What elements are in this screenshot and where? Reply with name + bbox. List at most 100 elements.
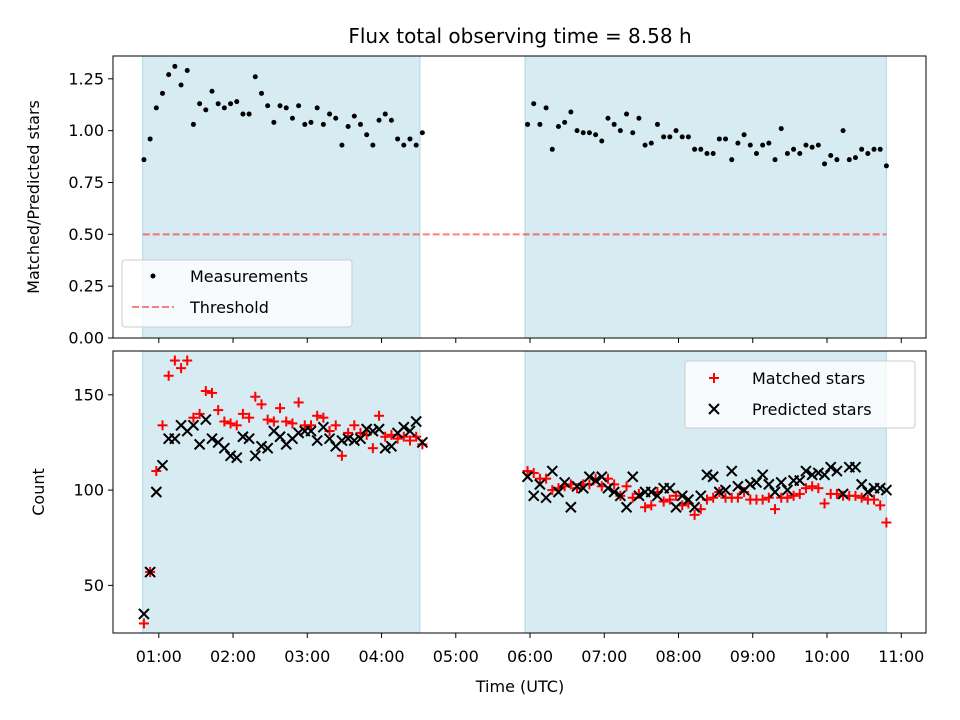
- measurement-point: [617, 128, 623, 134]
- top-x-ticks: [158, 338, 902, 343]
- matched-star-point: [287, 418, 298, 429]
- matched-star-point: [788, 490, 799, 501]
- measurement-point: [531, 101, 537, 107]
- measurement-point: [277, 103, 283, 109]
- predicted-star-point: [775, 476, 787, 489]
- measurement-point: [840, 128, 846, 134]
- measurement-point: [766, 140, 772, 146]
- predicted-star-point: [354, 432, 367, 445]
- legend-predicted-label: Predicted stars: [752, 400, 872, 419]
- matched-star-point: [807, 481, 818, 492]
- matched-star-point: [182, 355, 193, 366]
- predicted-star-point: [311, 434, 323, 447]
- measurement-point: [778, 126, 784, 132]
- predicted-star-point: [837, 488, 849, 500]
- predicted-star-point: [831, 465, 843, 477]
- predicted-star-point: [565, 501, 577, 513]
- matched-star-point: [374, 410, 385, 421]
- predicted-star-point: [862, 486, 874, 498]
- bottom-axes-frame: [112, 350, 927, 634]
- matched-star-point: [522, 466, 533, 477]
- measurement-point: [586, 130, 592, 136]
- predicted-star-point: [367, 425, 379, 437]
- measurement-point: [190, 121, 196, 127]
- top-legend: Measurements Threshold: [121, 259, 353, 328]
- measurement-point: [401, 142, 407, 148]
- y-tick-label: 0.50: [68, 225, 104, 244]
- x-tick-label: 11:00: [878, 647, 924, 666]
- matched-star-point: [293, 397, 304, 408]
- predicted-star-point: [627, 471, 639, 483]
- measurement-point: [642, 142, 648, 148]
- measurement-point: [364, 132, 370, 138]
- matched-star-point: [157, 420, 168, 431]
- measurement-point: [240, 111, 246, 117]
- predicted-star-point: [750, 476, 763, 489]
- predicted-star-point: [521, 471, 534, 483]
- predicted-star-point: [602, 482, 614, 494]
- predicted-star-point: [138, 608, 150, 620]
- x-tick-label: 07:00: [581, 647, 627, 666]
- matched-star-point: [275, 403, 286, 414]
- y-tick-label: 1.25: [68, 69, 104, 88]
- predicted-star-point: [589, 474, 602, 487]
- measurement-point: [692, 146, 698, 152]
- shaded-band-1: [142, 350, 421, 634]
- measurement-point: [871, 146, 877, 152]
- measurement-point: [741, 132, 747, 138]
- predicted-stars-series: [138, 413, 893, 620]
- x-tick-label: 06:00: [507, 647, 553, 666]
- matched-star-point: [411, 431, 422, 442]
- measurement-point: [753, 150, 759, 156]
- predicted-star-point: [726, 465, 738, 477]
- measurement-point: [339, 142, 345, 148]
- y-tick-label: 0.75: [68, 173, 104, 192]
- measurement-point: [265, 103, 271, 109]
- predicted-star-point: [552, 486, 565, 498]
- y-tick-label: 100: [73, 481, 104, 500]
- measurement-point: [357, 121, 363, 127]
- matched-star-point: [281, 416, 292, 427]
- predicted-star-point: [193, 438, 206, 451]
- measurement-point: [197, 101, 203, 107]
- measurement-point: [166, 72, 172, 78]
- matched-star-point: [757, 494, 768, 505]
- matched-star-point: [169, 355, 180, 366]
- measurement-point: [308, 119, 314, 125]
- measurement-point: [296, 103, 302, 109]
- matched-star-point: [664, 494, 675, 505]
- bottom-y-axis-label: Count: [29, 468, 48, 516]
- measurement-point: [419, 130, 425, 136]
- measurement-point: [203, 107, 209, 113]
- predicted-star-point: [323, 432, 336, 445]
- matched-star-point: [646, 500, 657, 511]
- measurement-point: [283, 105, 289, 111]
- matched-star-point: [219, 416, 230, 427]
- predicted-star-point: [379, 442, 391, 454]
- measurement-point: [395, 136, 401, 142]
- measurement-point: [568, 109, 574, 115]
- predicted-star-point: [528, 490, 540, 502]
- chart-title: Flux total observing time = 8.58 h: [348, 24, 691, 48]
- predicted-star-point: [874, 482, 886, 494]
- legend-predicted-marker: [708, 403, 720, 415]
- predicted-star-point: [806, 469, 818, 481]
- measurement-point: [209, 88, 215, 94]
- measurement-point: [784, 150, 790, 156]
- measurement-point: [685, 134, 691, 140]
- measurement-point: [828, 153, 834, 159]
- predicted-star-point: [794, 474, 806, 487]
- predicted-star-point: [577, 482, 589, 494]
- measurement-point: [258, 90, 264, 96]
- bottom-legend-box: [684, 360, 916, 429]
- matched-star-point: [176, 363, 187, 374]
- matched-star-point: [881, 517, 892, 528]
- x-tick-label: 05:00: [433, 647, 479, 666]
- predicted-star-point: [187, 419, 200, 432]
- measurement-point: [859, 146, 865, 152]
- matched-star-point: [305, 420, 316, 431]
- predicted-star-point: [150, 486, 163, 498]
- measurement-point: [549, 146, 555, 152]
- bottom-y-axis: 50 100 150: [73, 385, 113, 595]
- measurement-point: [537, 121, 543, 127]
